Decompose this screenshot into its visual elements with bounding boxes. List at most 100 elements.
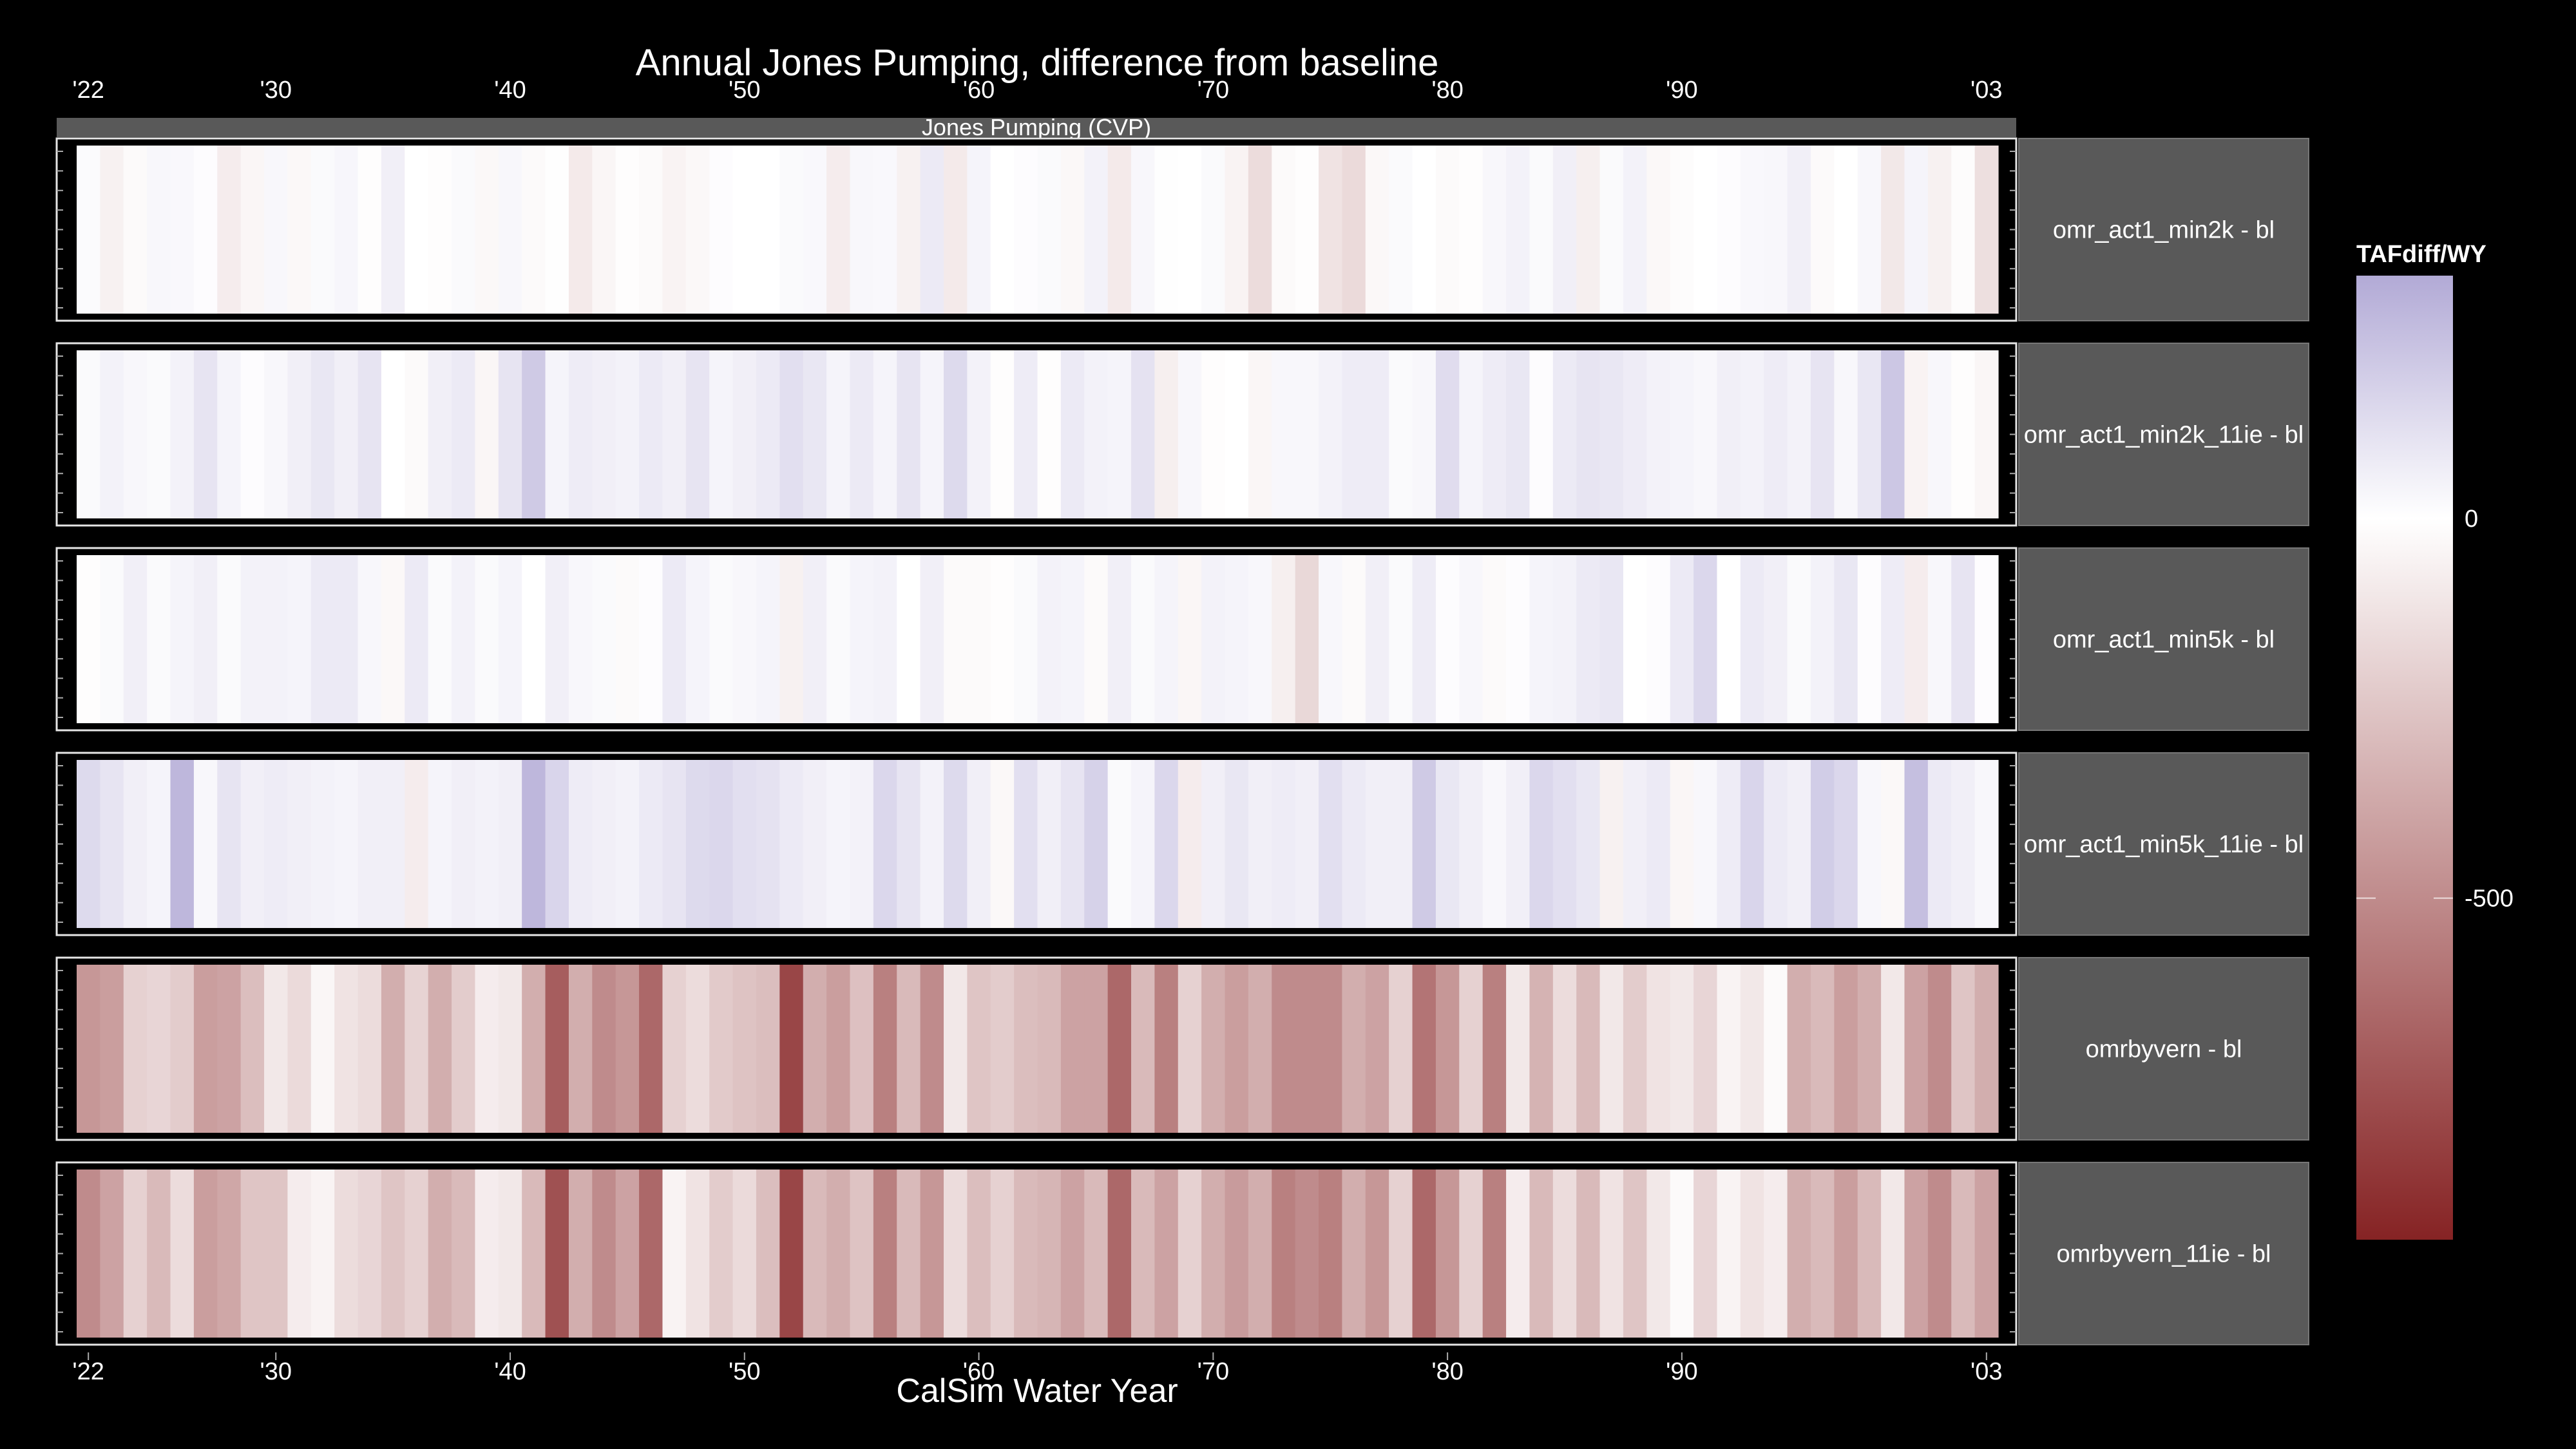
heat-cell xyxy=(1295,1170,1319,1338)
heat-cell xyxy=(1506,350,1531,518)
heat-cell xyxy=(1506,965,1531,1133)
heat-cell xyxy=(1272,1170,1296,1338)
heat-cell xyxy=(1787,965,1811,1133)
heat-cell xyxy=(1717,965,1741,1133)
heat-cell xyxy=(1365,760,1389,928)
heat-cell xyxy=(381,760,405,928)
heat-cell xyxy=(1740,146,1764,314)
heat-cell xyxy=(685,555,710,723)
heat-cell xyxy=(1810,555,1835,723)
heat-cell xyxy=(1107,146,1132,314)
heat-cell xyxy=(334,146,359,314)
heat-cell xyxy=(1319,965,1343,1133)
heat-cell xyxy=(1225,965,1249,1133)
x-tick-label-top: '30 xyxy=(260,77,292,104)
heat-cell xyxy=(826,350,851,518)
heat-cell xyxy=(803,146,827,314)
heat-cell xyxy=(193,350,218,518)
heat-cell xyxy=(1154,1170,1179,1338)
strip-label-box xyxy=(2018,752,2309,936)
heat-cell xyxy=(1389,555,1413,723)
heat-cell xyxy=(568,965,593,1133)
heat-cell xyxy=(428,350,452,518)
heat-cell xyxy=(1201,350,1226,518)
heat-cell xyxy=(498,1170,522,1338)
heat-cell xyxy=(1670,146,1694,314)
heat-cell xyxy=(709,965,734,1133)
heat-cell xyxy=(1459,760,1484,928)
heat-cell xyxy=(990,350,1015,518)
heat-cell xyxy=(545,350,569,518)
heat-cell xyxy=(850,350,874,518)
heat-cell xyxy=(1764,350,1788,518)
heat-cell xyxy=(639,760,663,928)
heat-cell xyxy=(1506,555,1531,723)
heat-cell xyxy=(1342,555,1366,723)
heat-cell xyxy=(1787,555,1811,723)
heat-cell xyxy=(1717,760,1741,928)
heat-cell xyxy=(1670,1170,1694,1338)
heat-cell xyxy=(1881,760,1905,928)
strip-label-box xyxy=(2018,547,2309,731)
heat-cell xyxy=(170,555,195,723)
heat-cell xyxy=(1037,965,1062,1133)
heat-cell xyxy=(264,146,288,314)
heat-cell xyxy=(1740,555,1764,723)
heat-cell xyxy=(1389,965,1413,1133)
heat-cell xyxy=(475,1170,499,1338)
heat-cell xyxy=(1927,760,1952,928)
heat-cell xyxy=(1248,555,1272,723)
heat-cell xyxy=(1810,760,1835,928)
heat-cell xyxy=(310,146,335,314)
heat-cell xyxy=(1295,350,1319,518)
heat-cell xyxy=(1365,350,1389,518)
heat-cell xyxy=(240,1170,265,1338)
heat-cell xyxy=(1717,1170,1741,1338)
heat-cell xyxy=(1857,350,1882,518)
heat-cell xyxy=(170,146,195,314)
heat-cell xyxy=(1764,146,1788,314)
heat-cell xyxy=(732,146,757,314)
heat-cell xyxy=(1717,350,1741,518)
heat-cell xyxy=(803,350,827,518)
heat-cell xyxy=(826,146,851,314)
heat-cell xyxy=(1225,555,1249,723)
heat-cell xyxy=(803,1170,827,1338)
x-tick-label-bottom: '40 xyxy=(494,1358,526,1385)
heat-cell xyxy=(1599,146,1624,314)
heat-cell xyxy=(1014,146,1038,314)
heat-cell xyxy=(779,350,804,518)
heat-cell xyxy=(1060,146,1085,314)
heat-cell xyxy=(615,350,640,518)
heat-cell xyxy=(779,760,804,928)
heat-cell xyxy=(498,146,522,314)
heat-cell xyxy=(1482,350,1507,518)
heat-cell xyxy=(662,760,687,928)
heat-cell xyxy=(732,1170,757,1338)
heat-cell xyxy=(1482,555,1507,723)
heat-cell xyxy=(1131,965,1155,1133)
heat-cell xyxy=(1693,965,1718,1133)
heat-cell xyxy=(193,965,218,1133)
heat-cell xyxy=(452,146,476,314)
heat-cell xyxy=(873,965,897,1133)
strip-label: omr_act1_min2k - bl xyxy=(2053,217,2275,244)
heat-cell xyxy=(897,965,921,1133)
heat-cell xyxy=(77,555,100,723)
heat-cell xyxy=(943,146,968,314)
heat-cell xyxy=(568,146,593,314)
heat-cell xyxy=(1389,1170,1413,1338)
heat-cell xyxy=(779,1170,804,1338)
heat-cell xyxy=(1084,146,1109,314)
heat-cell xyxy=(1365,965,1389,1133)
heat-cell xyxy=(1740,965,1764,1133)
heat-cell xyxy=(709,146,734,314)
heat-cell xyxy=(1107,555,1132,723)
heat-cell xyxy=(568,350,593,518)
heat-cell xyxy=(123,1170,148,1338)
heat-cell xyxy=(850,760,874,928)
heat-cell xyxy=(1764,760,1788,928)
heat-cell xyxy=(685,350,710,518)
strip-header-label: Jones Pumping (CVP) xyxy=(922,114,1151,140)
heat-cell xyxy=(1904,760,1929,928)
